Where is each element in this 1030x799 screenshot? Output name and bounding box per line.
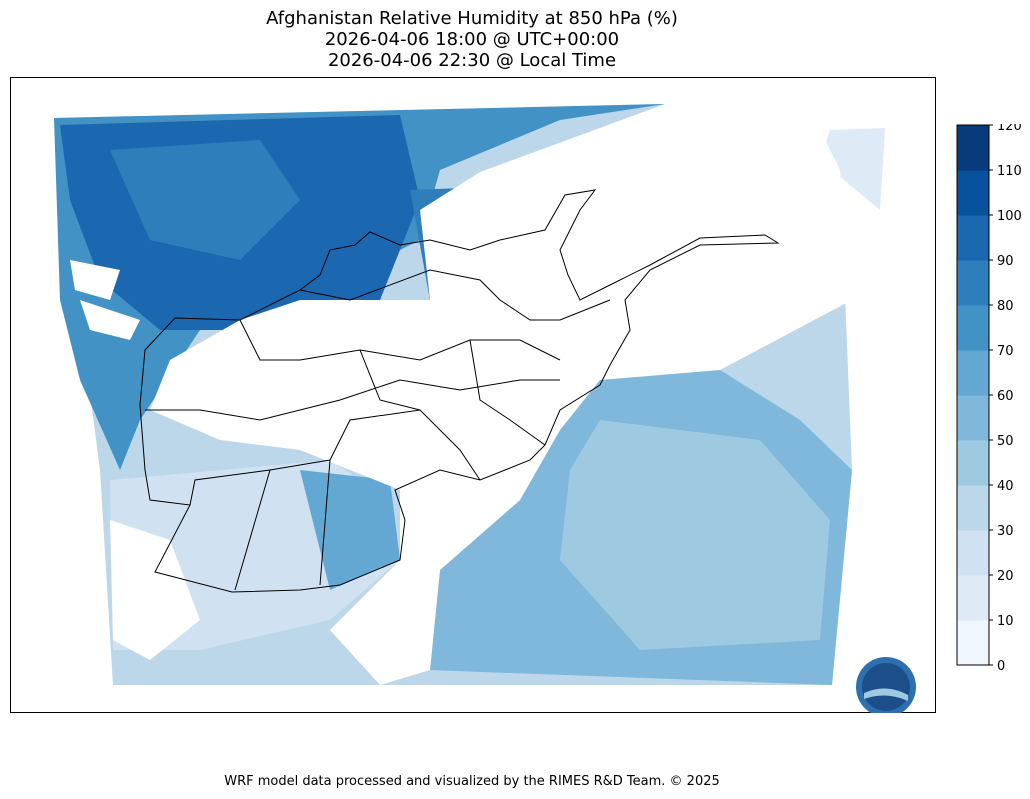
colorbar-tick-label: 120: [997, 124, 1022, 134]
masked-area: [110, 520, 200, 660]
colorbar-segment: [957, 305, 989, 351]
colorbar-segment: [957, 395, 989, 441]
colorbar-segment: [957, 170, 989, 216]
colorbar-tick-label: 70: [997, 344, 1014, 359]
admin-boundary: [145, 379, 560, 421]
colorbar-segment: [957, 440, 989, 486]
colorbar-tick-label: 90: [997, 254, 1014, 269]
admin-boundary: [469, 339, 546, 446]
title-line-3: 2026-04-06 22:30 @ Local Time: [327, 50, 617, 71]
masked-area: [80, 300, 140, 340]
admin-boundary: [359, 349, 421, 411]
colorbar-segment: [957, 260, 989, 306]
colorbar-tick-label: 20: [997, 569, 1014, 584]
colorbar-tick-label: 50: [997, 434, 1014, 449]
colorbar-tick-label: 110: [997, 164, 1022, 179]
colorbar: 0 10 20 30 40 50 60 70 80 90 100 110 120: [956, 124, 1022, 674]
humidity-contour: [820, 128, 885, 210]
masked-area: [150, 104, 852, 685]
country-borders: [139, 189, 780, 593]
colorbar-tick-label: 60: [997, 389, 1014, 404]
colorbar-segment: [957, 530, 989, 576]
chart-title: Afghanistan Relative Humidity at 850 hPa…: [0, 8, 944, 71]
humidity-contour: [560, 420, 830, 650]
footer-credit: WRF model data processed and visualized …: [224, 774, 720, 789]
colorbar-tick-label: 80: [997, 299, 1014, 314]
rimes-logo: RIMES: [856, 657, 916, 713]
colorbar-segment: [957, 485, 989, 531]
colorbar-segment: [957, 575, 989, 621]
colorbar-tick-label: 30: [997, 524, 1014, 539]
admin-boundary: [139, 189, 780, 593]
humidity-contour: [110, 140, 300, 260]
humidity-contour: [300, 470, 400, 590]
colorbar-segment: [957, 215, 989, 261]
admin-boundary: [299, 269, 611, 321]
colorbar-segment: [957, 125, 989, 171]
colorbar-tick-label: 40: [997, 479, 1014, 494]
colorbar-segment: [957, 350, 989, 396]
admin-boundary: [239, 319, 561, 361]
colorbar-tick-label: 0: [997, 659, 1005, 674]
colorbar-segment: [957, 620, 989, 666]
masked-area: [70, 260, 120, 300]
colorbar-tick-label: 100: [997, 209, 1022, 224]
title-line-2: 2026-04-06 18:00 @ UTC+00:00: [324, 29, 620, 50]
admin-boundary: [189, 469, 271, 591]
colorbar-tick-label: 10: [997, 614, 1014, 629]
title-line-1: Afghanistan Relative Humidity at 850 hPa…: [266, 8, 678, 29]
map-plot: RIMES: [10, 77, 936, 713]
